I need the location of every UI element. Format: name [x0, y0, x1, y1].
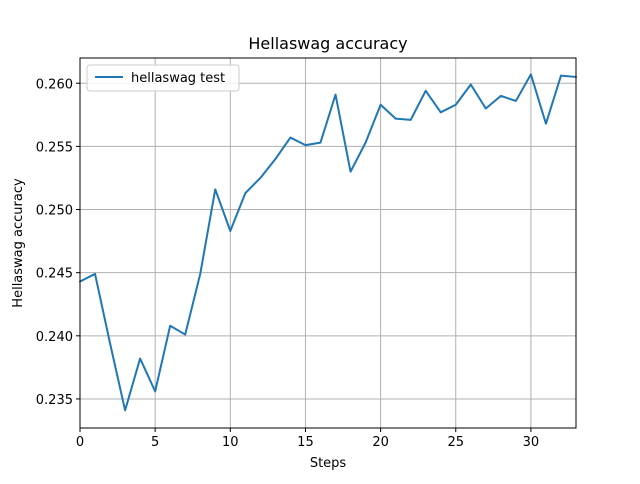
y-tick-label: 0.260 — [36, 77, 73, 92]
plot-frame — [79, 57, 577, 429]
x-tick-label: 0 — [76, 435, 84, 450]
y-tick-label: 0.235 — [36, 393, 73, 408]
y-tick-label: 0.240 — [36, 330, 73, 345]
legend-label: hellaswag test — [131, 71, 225, 86]
y-tick-label: 0.245 — [36, 267, 73, 282]
y-tick-label: 0.250 — [36, 204, 73, 219]
x-tick-label: 10 — [222, 435, 239, 450]
x-tick-label: 30 — [523, 435, 540, 450]
x-tick-label: 15 — [297, 435, 314, 450]
series-layer — [79, 73, 577, 412]
y-tick-label: 0.255 — [36, 140, 73, 155]
ticks: 0 5 10 15 20 25 30 0.235 0.240 0.245 0.250 0.255 0.2… — [36, 77, 539, 450]
chart-title: Hellaswag accuracy — [248, 34, 407, 53]
x-tick-label: 25 — [447, 435, 464, 450]
legend-box — [86, 64, 240, 92]
y-axis-label: Hellaswag accuracy — [11, 178, 26, 308]
x-tick-label: 5 — [151, 435, 159, 450]
x-tick-label: 20 — [372, 435, 389, 450]
series-line-hellaswag-test — [79, 73, 577, 412]
x-axis-label: Steps — [310, 456, 347, 471]
grid — [79, 58, 576, 428]
legend: hellaswag test — [86, 64, 240, 92]
